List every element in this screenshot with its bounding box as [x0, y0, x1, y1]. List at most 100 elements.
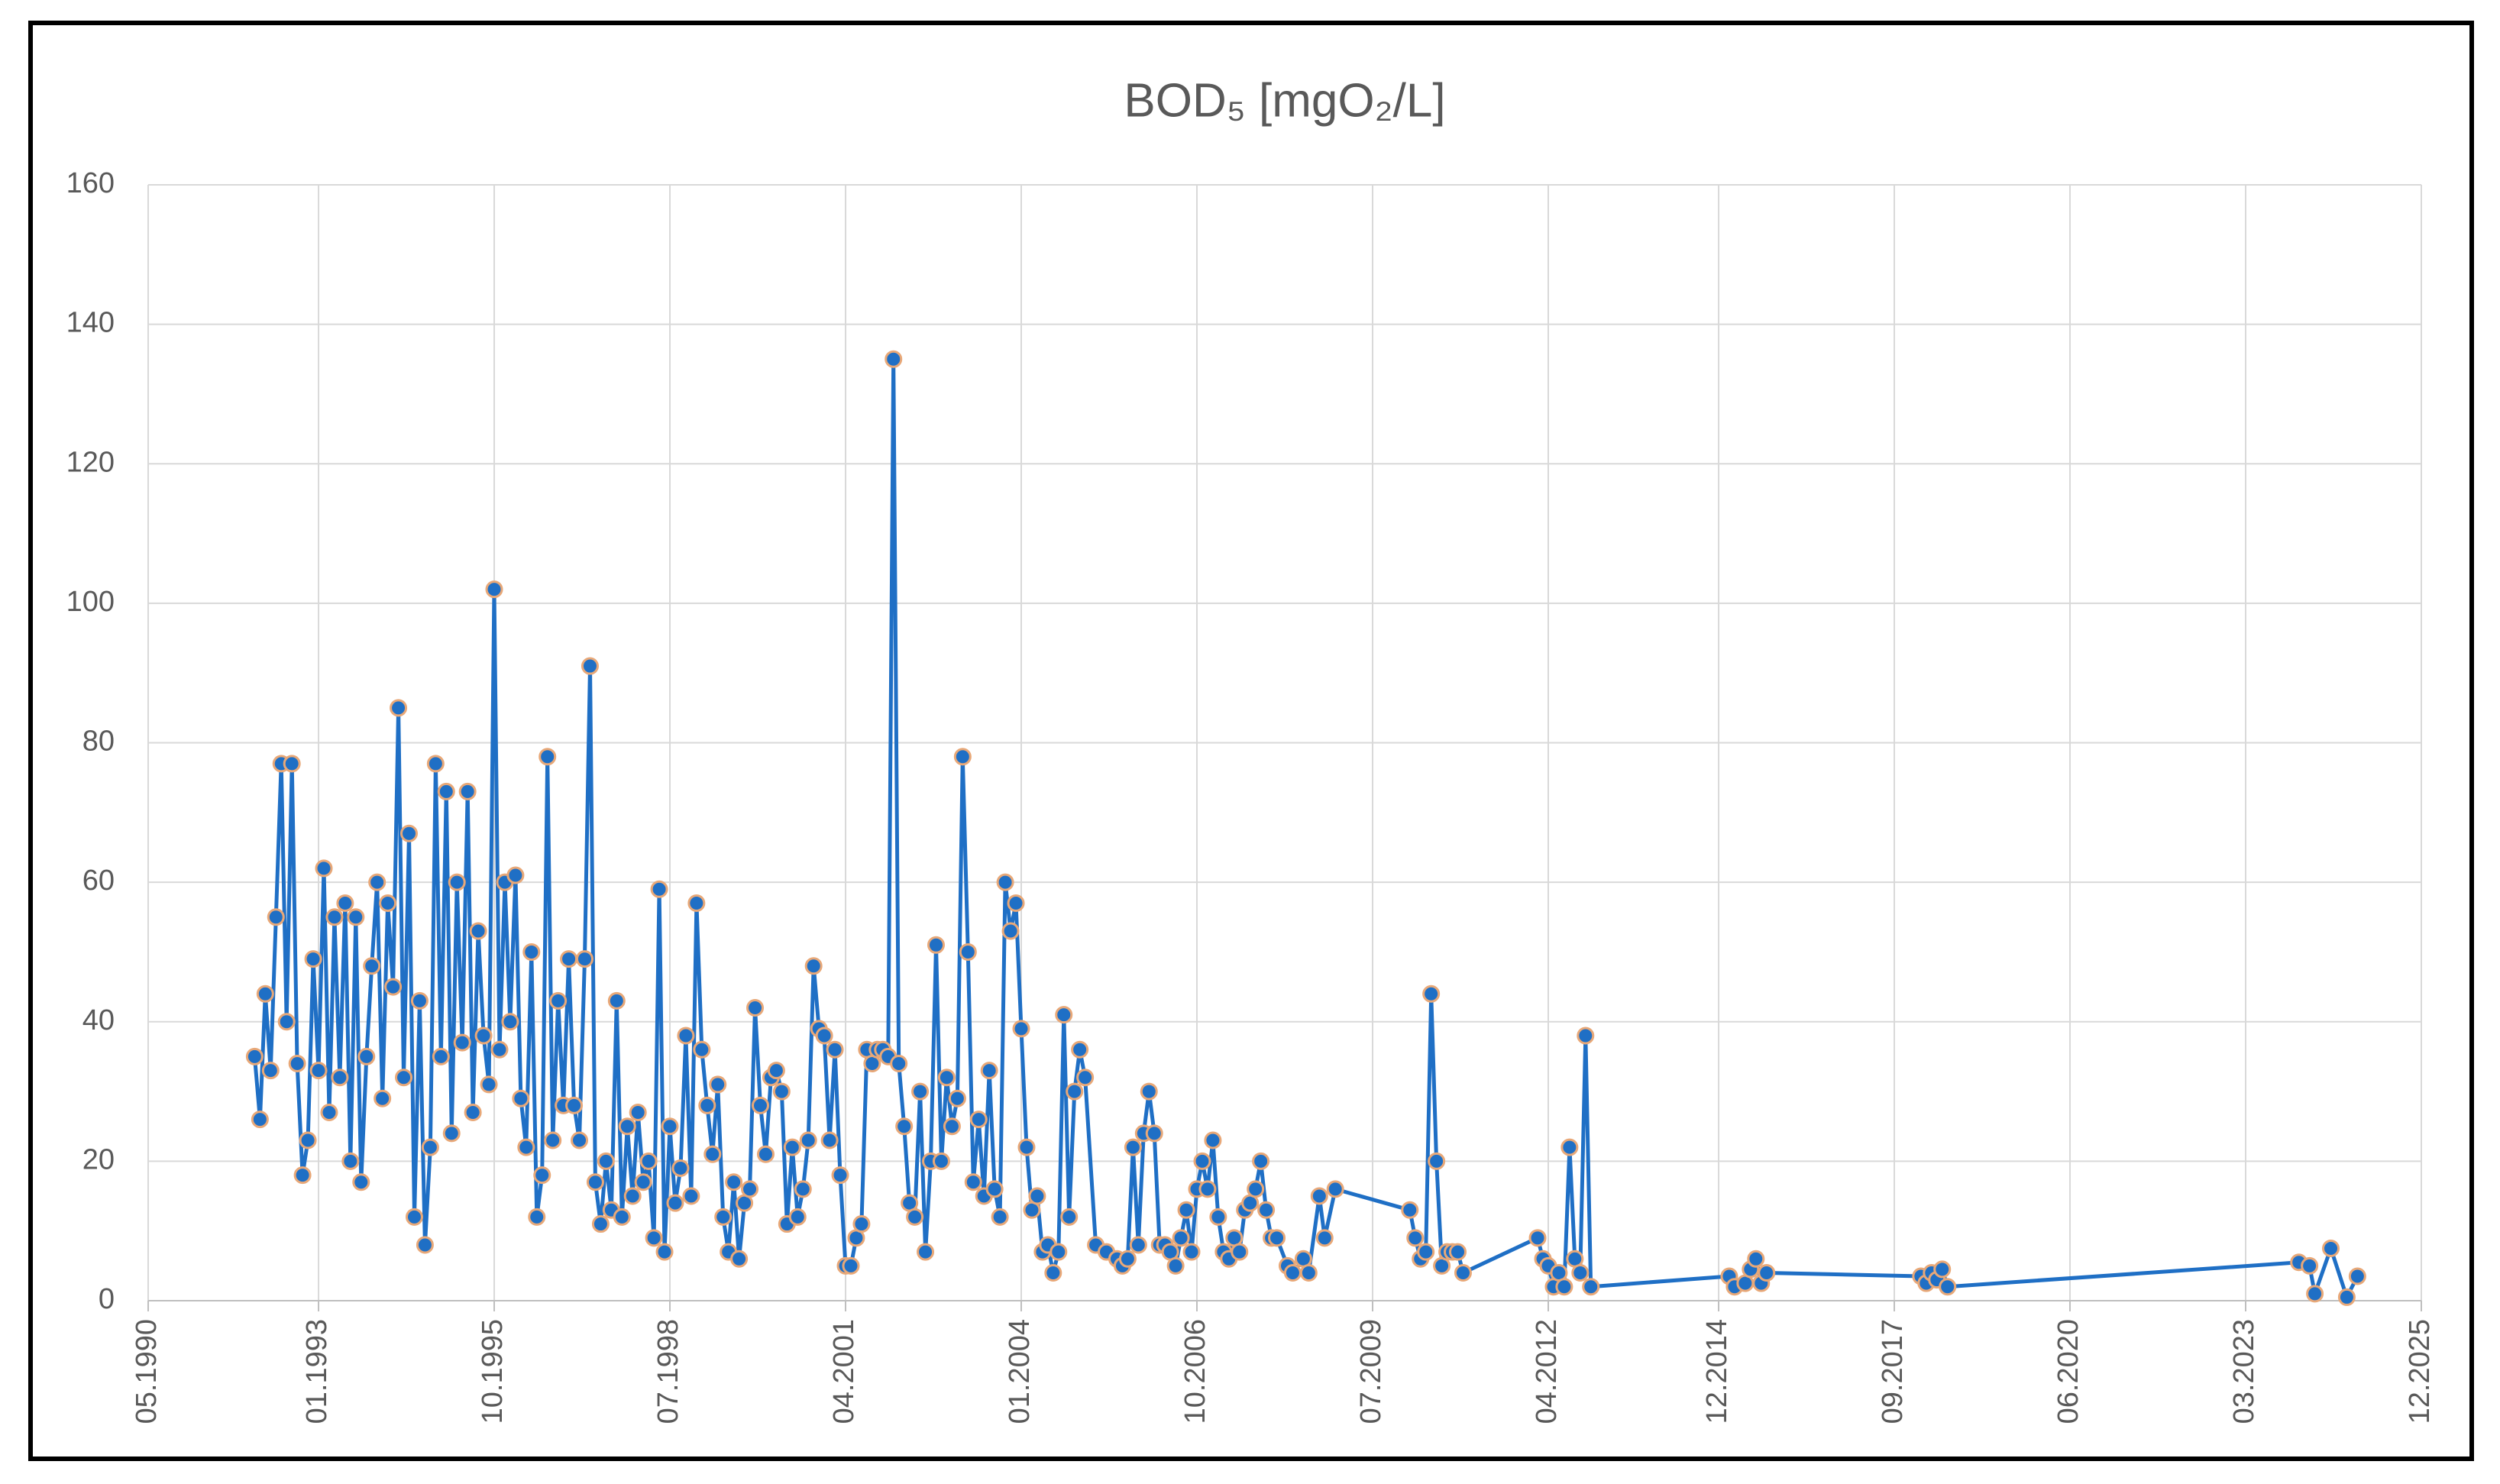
data-point: [1204, 1131, 1222, 1149]
data-point: [400, 824, 419, 842]
data-point: [267, 908, 285, 926]
data-point: [703, 1145, 722, 1163]
data-point: [794, 1180, 812, 1198]
data-point: [528, 1208, 546, 1226]
data-point: [379, 894, 397, 913]
data-point: [783, 1138, 801, 1156]
data-point: [1454, 1263, 1472, 1282]
data-point: [501, 1013, 519, 1031]
data-point: [1268, 1229, 1286, 1247]
y-tick-label: 80: [82, 726, 115, 758]
data-point: [1231, 1243, 1249, 1261]
data-point: [1177, 1201, 1195, 1219]
data-point: [1182, 1243, 1201, 1261]
data-point: [645, 1229, 663, 1247]
data-point: [1172, 1229, 1190, 1247]
data-point: [1417, 1243, 1435, 1261]
data-point: [1310, 1187, 1328, 1205]
data-point: [1066, 1082, 1084, 1101]
data-point: [677, 1027, 695, 1045]
data-point: [815, 1027, 833, 1045]
x-tick-label: 03.2023: [2228, 1319, 2260, 1424]
data-point: [927, 936, 945, 954]
y-tick-label: 60: [82, 865, 115, 897]
data-point: [1049, 1243, 1068, 1261]
data-point: [341, 1152, 360, 1170]
data-point: [671, 1159, 690, 1178]
data-point: [804, 957, 823, 975]
x-tick-label: 05.1990: [131, 1319, 163, 1424]
axes: 0 20 40 60 80 100 120 140 160 05.1990 01.1993 10.19…: [66, 167, 2436, 1424]
data-point: [1939, 1278, 1957, 1296]
data-point: [2301, 1256, 2319, 1275]
data-point: [1428, 1152, 1446, 1170]
data-point: [1129, 1236, 1147, 1254]
x-tick-label: 07.1998: [652, 1319, 684, 1424]
data-point: [820, 1131, 839, 1149]
data-point: [687, 894, 706, 913]
data-point: [1577, 1027, 1595, 1045]
data-point: [959, 942, 977, 961]
data-point: [320, 1103, 338, 1121]
data-point: [890, 1055, 908, 1073]
x-tick-label: 10.2006: [1179, 1319, 1211, 1424]
data-point: [576, 950, 594, 968]
data-point: [1140, 1082, 1158, 1101]
data-point: [969, 1111, 988, 1129]
data-point: [2322, 1240, 2340, 1258]
data-point: [256, 984, 274, 1003]
data-point: [565, 1096, 584, 1114]
data-point: [581, 657, 599, 675]
data-point: [1933, 1260, 1952, 1279]
data-point: [448, 873, 466, 891]
data-point: [831, 1166, 849, 1185]
data-point: [304, 950, 322, 968]
data-point: [283, 755, 301, 773]
data-point: [885, 350, 903, 368]
data-point: [943, 1117, 961, 1136]
data-point: [1209, 1208, 1227, 1226]
data-point: [416, 1236, 434, 1254]
data-point: [309, 1062, 328, 1080]
data-point: [1012, 1020, 1030, 1038]
data-point: [996, 873, 1014, 891]
data-point: [911, 1082, 930, 1101]
data-point: [1406, 1229, 1425, 1247]
data-point: [799, 1131, 817, 1149]
data-point: [597, 1152, 615, 1170]
data-point: [1071, 1040, 1089, 1059]
data-point: [1247, 1180, 1265, 1198]
data-point: [410, 991, 429, 1010]
data-point: [842, 1256, 860, 1275]
chart-frame: [28, 21, 2474, 1461]
data-point: [991, 1208, 1009, 1226]
x-tick-label: 10.1995: [477, 1319, 509, 1424]
data-point: [1060, 1208, 1079, 1226]
data-point: [1028, 1187, 1046, 1205]
data-point: [512, 1089, 530, 1107]
data-point: [251, 1111, 269, 1129]
data-point: [1076, 1069, 1095, 1087]
data-point: [469, 922, 487, 940]
x-tick-label: 07.2009: [1355, 1319, 1387, 1424]
data-point: [895, 1117, 914, 1136]
data-point: [458, 782, 477, 800]
data-point: [1758, 1263, 1776, 1282]
data-point: [639, 1152, 658, 1170]
data-point: [336, 894, 354, 913]
data-point: [1007, 894, 1025, 913]
data-point: [374, 1089, 392, 1107]
y-tick-label: 40: [82, 1004, 115, 1036]
data-point: [1166, 1256, 1185, 1275]
data-point: [788, 1208, 807, 1226]
chart-title: BOD₅ [mgO₂/L]: [1124, 74, 1445, 127]
data-point: [2337, 1288, 2356, 1306]
data-point: [906, 1208, 924, 1226]
data-point: [1315, 1229, 1334, 1247]
data-point: [1560, 1138, 1579, 1156]
data-point: [288, 1055, 306, 1073]
data-point: [1124, 1138, 1142, 1156]
data-point: [618, 1117, 636, 1136]
data-point: [331, 1069, 349, 1087]
